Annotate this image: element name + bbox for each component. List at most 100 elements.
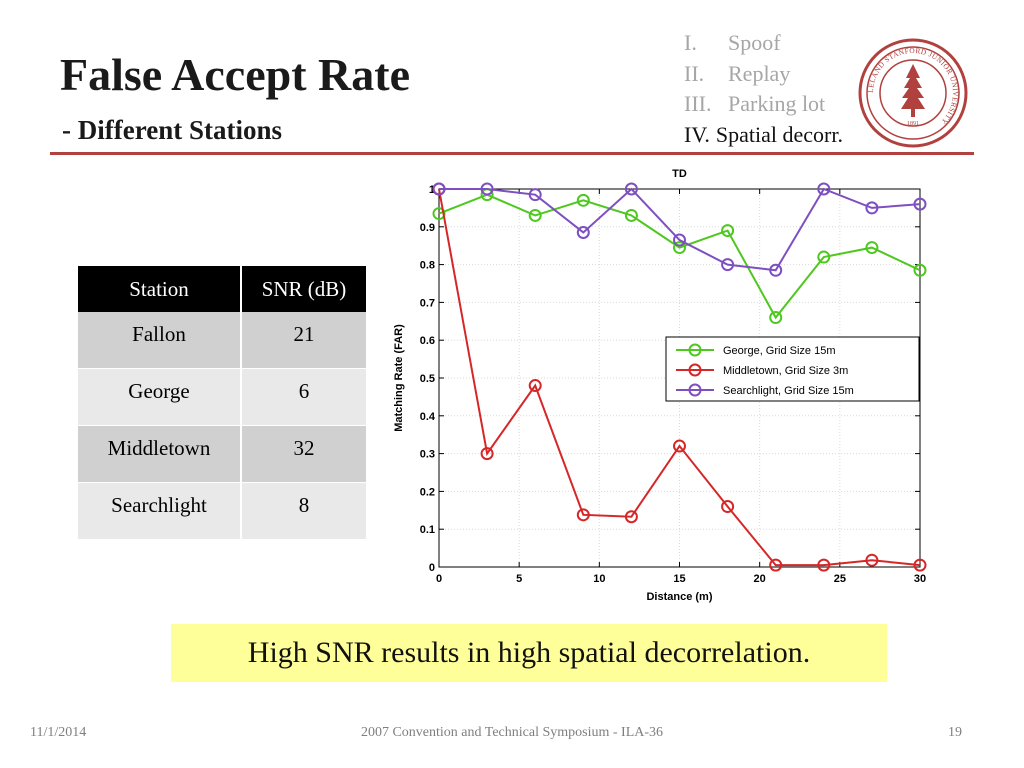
data-point <box>576 508 590 522</box>
y-tick-label: 0 <box>429 562 435 574</box>
data-point <box>817 182 831 196</box>
data-point <box>913 558 927 572</box>
data-point <box>817 250 831 264</box>
outline-item-parking-lot: III. Parking lot <box>684 89 843 120</box>
data-point <box>480 182 494 196</box>
data-point <box>721 224 735 238</box>
series-line-2 <box>439 187 921 272</box>
table-row: Fallon 21 <box>78 312 366 369</box>
y-tick-label: 1 <box>429 184 435 196</box>
footer-page-number: 19 <box>948 725 962 740</box>
y-tick-label: 0.3 <box>420 449 435 461</box>
legend-swatch-marker <box>688 363 702 377</box>
outline-item-spoof: I. Spoof <box>684 28 843 59</box>
far-vs-distance-chart: 0 5 10 15 20 25 30 0 0.1 0.2 0.3 0.4 0.5 0.6 0.7 0.8 0.9… <box>393 168 927 603</box>
legend-label: Middletown, Grid Size 3m <box>723 365 848 377</box>
station-cell: Fallon <box>78 312 242 369</box>
data-point <box>865 553 879 567</box>
outline-number: I. <box>684 30 697 55</box>
table-header-row: Station SNR (dB) <box>78 266 366 312</box>
outline-label: Spatial decorr. <box>715 121 843 147</box>
data-point <box>865 201 879 215</box>
footer-date: 11/1/2014 <box>30 725 87 740</box>
chart-title: TD <box>672 168 687 180</box>
x-axis-label: Distance (m) <box>646 591 712 603</box>
y-tick-label: 0.8 <box>420 260 435 272</box>
series-line-1 <box>438 188 921 567</box>
data-point <box>913 263 927 277</box>
outline-item-replay: II. Replay <box>684 59 843 90</box>
snr-cell: 8 <box>241 482 366 540</box>
data-point <box>528 379 542 393</box>
column-header-snr: SNR (dB) <box>241 266 366 312</box>
station-cell: Middletown <box>78 425 242 483</box>
snr-cell: 6 <box>241 368 366 426</box>
y-tick-label: 0.5 <box>420 373 435 385</box>
x-tick-label: 20 <box>754 573 766 585</box>
legend-swatch-marker <box>688 343 702 357</box>
x-tick-label: 25 <box>834 573 846 585</box>
seal-year: 1891 <box>907 121 919 127</box>
data-point <box>576 193 590 207</box>
y-tick-label: 0.6 <box>420 335 435 347</box>
data-point <box>817 558 831 572</box>
series-line-0 <box>438 193 921 320</box>
outline-number: III. <box>684 91 712 116</box>
data-point <box>769 311 783 325</box>
x-tick-label: 5 <box>516 573 522 585</box>
y-tick-label: 0.4 <box>420 411 436 423</box>
section-outline: I. Spoof II. Replay III. Parking lot IV. Spa… <box>684 28 843 150</box>
data-point <box>673 241 686 255</box>
data-point <box>624 182 638 196</box>
x-tick-label: 0 <box>436 573 442 585</box>
snr-cell: 21 <box>241 312 366 369</box>
slide-title: False Accept Rate <box>60 49 410 100</box>
table-row: George 6 <box>78 368 366 426</box>
x-tick-label: 30 <box>914 573 926 585</box>
table-row: Middletown 32 <box>78 425 366 483</box>
data-point <box>865 241 879 255</box>
outline-label: Parking lot <box>728 91 826 116</box>
outline-number: II. <box>684 60 705 86</box>
legend-swatch-marker <box>688 383 702 397</box>
legend-label: George, Grid Size 15m <box>723 345 836 357</box>
data-point <box>673 233 686 247</box>
station-cell: George <box>78 368 242 426</box>
y-tick-label: 0.2 <box>420 486 435 498</box>
data-point <box>432 182 446 196</box>
data-point <box>432 207 446 221</box>
data-point <box>576 225 590 239</box>
station-snr-table: Station SNR (dB) Fallon 21 George 6 Midd… <box>78 266 366 540</box>
data-point <box>721 258 735 272</box>
legend-label: Searchlight, Grid Size 15m <box>723 385 854 397</box>
slide-subtitle: - Different Stations <box>62 115 282 145</box>
outline-label: Replay <box>728 60 791 86</box>
stanford-seal-icon: LELAND STANFORD JUNIOR UNIVERSITY 1891 <box>858 38 968 148</box>
data-point <box>721 500 735 514</box>
snr-cell: 32 <box>241 425 366 483</box>
data-point <box>528 188 542 202</box>
y-tick-label: 0.1 <box>420 524 435 536</box>
column-header-station: Station <box>78 266 242 312</box>
y-tick-label: 0.7 <box>420 297 435 309</box>
y-tick-label: 0.9 <box>420 222 435 234</box>
footer-event: 2007 Convention and Technical Symposium … <box>360 725 664 740</box>
data-point <box>480 447 494 461</box>
data-point <box>913 197 927 211</box>
data-point <box>528 208 542 222</box>
outline-item-spatial-decorr: IV. Spatial decorr. <box>684 120 843 151</box>
data-point <box>673 439 686 453</box>
title-divider <box>50 152 974 155</box>
station-cell: Searchlight <box>78 482 242 540</box>
conclusion-callout: High SNR results in high spatial decorre… <box>171 624 887 682</box>
data-point <box>624 208 638 222</box>
y-axis-label: Matching Rate (FAR) <box>393 324 405 432</box>
outline-label: Spoof <box>728 30 781 55</box>
data-point <box>624 510 638 524</box>
x-tick-label: 15 <box>673 573 685 585</box>
data-point <box>769 558 783 572</box>
outline-number: IV. <box>684 121 710 147</box>
x-tick-label: 10 <box>593 573 605 585</box>
table-row: Searchlight 8 <box>78 482 366 540</box>
data-point <box>769 263 783 277</box>
